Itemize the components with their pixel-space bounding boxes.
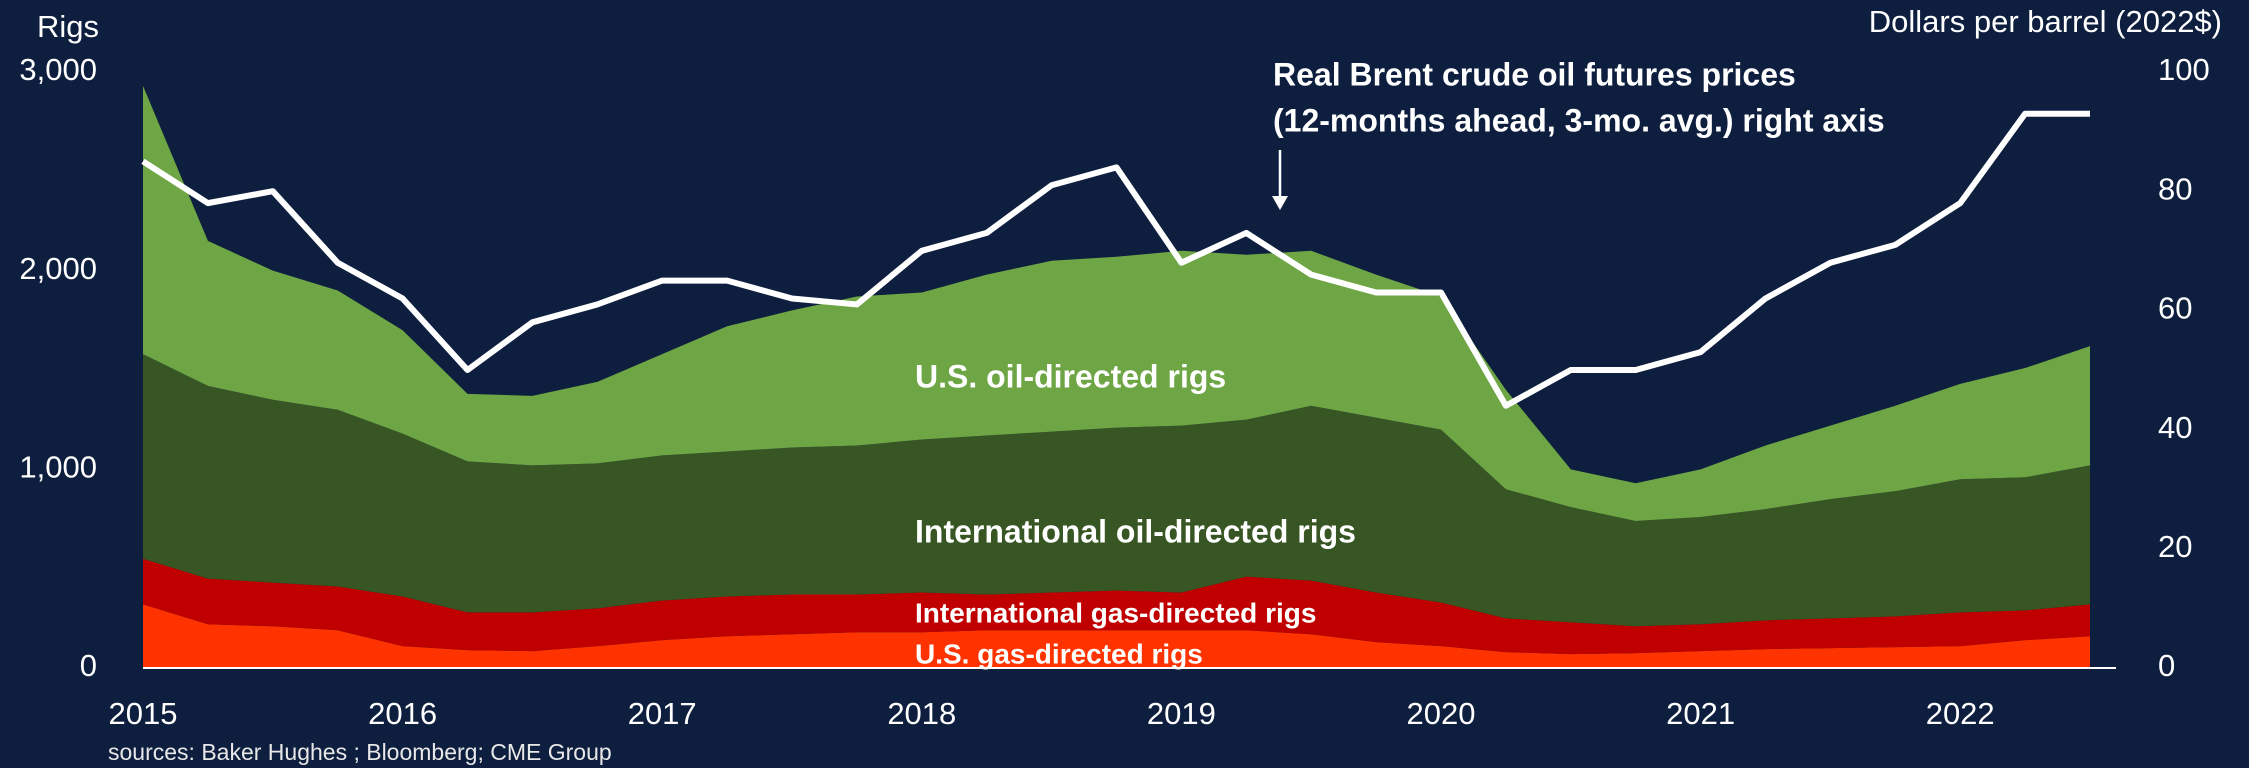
y2-tick-label: 0 — [2158, 648, 2175, 683]
series-label: International oil-directed rigs — [915, 513, 1356, 549]
series-label: International gas-directed rigs — [915, 597, 1316, 628]
x-tick-label: 2020 — [1407, 696, 1476, 731]
x-tick-label: 2017 — [628, 696, 697, 731]
source: sources: Baker Hughes ; Bloomberg; CME G… — [108, 739, 612, 765]
series-label: U.S. oil-directed rigs — [915, 358, 1226, 394]
y2-axis-title: Dollars per barrel (2022$) — [1869, 4, 2222, 39]
y2-tick-label: 80 — [2158, 171, 2192, 206]
y-tick-label: 2,000 — [19, 251, 97, 286]
y2-tick-label: 100 — [2158, 52, 2210, 87]
y2-tick-label: 40 — [2158, 410, 2192, 445]
x-tick-label: 2018 — [887, 696, 956, 731]
y-tick-label: 3,000 — [19, 52, 97, 87]
y-tick-label: 0 — [80, 648, 97, 683]
series-label: U.S. gas-directed rigs — [915, 638, 1203, 669]
x-tick-label: 2019 — [1147, 696, 1216, 731]
x-tick-label: 2022 — [1926, 696, 1995, 731]
area — [143, 604, 2090, 668]
x-tick-label: 2021 — [1666, 696, 1735, 731]
annotation: (12-months ahead, 3-mo. avg.) right axis — [1273, 102, 1885, 138]
x-tick-label: 2015 — [109, 696, 178, 731]
line — [141, 110, 2090, 409]
area — [143, 85, 2090, 521]
y2-tick-label: 20 — [2158, 529, 2192, 564]
series-label: Real Brent crude oil futures prices — [1273, 56, 1796, 92]
area — [143, 558, 2090, 655]
y-tick-label: 1,000 — [19, 450, 97, 485]
annotation-arrowhead — [1272, 196, 1288, 210]
y-axis-title: Rigs — [37, 9, 99, 44]
area — [143, 354, 2090, 627]
y2-tick-label: 60 — [2158, 291, 2192, 326]
x-tick-label: 2016 — [368, 696, 437, 731]
